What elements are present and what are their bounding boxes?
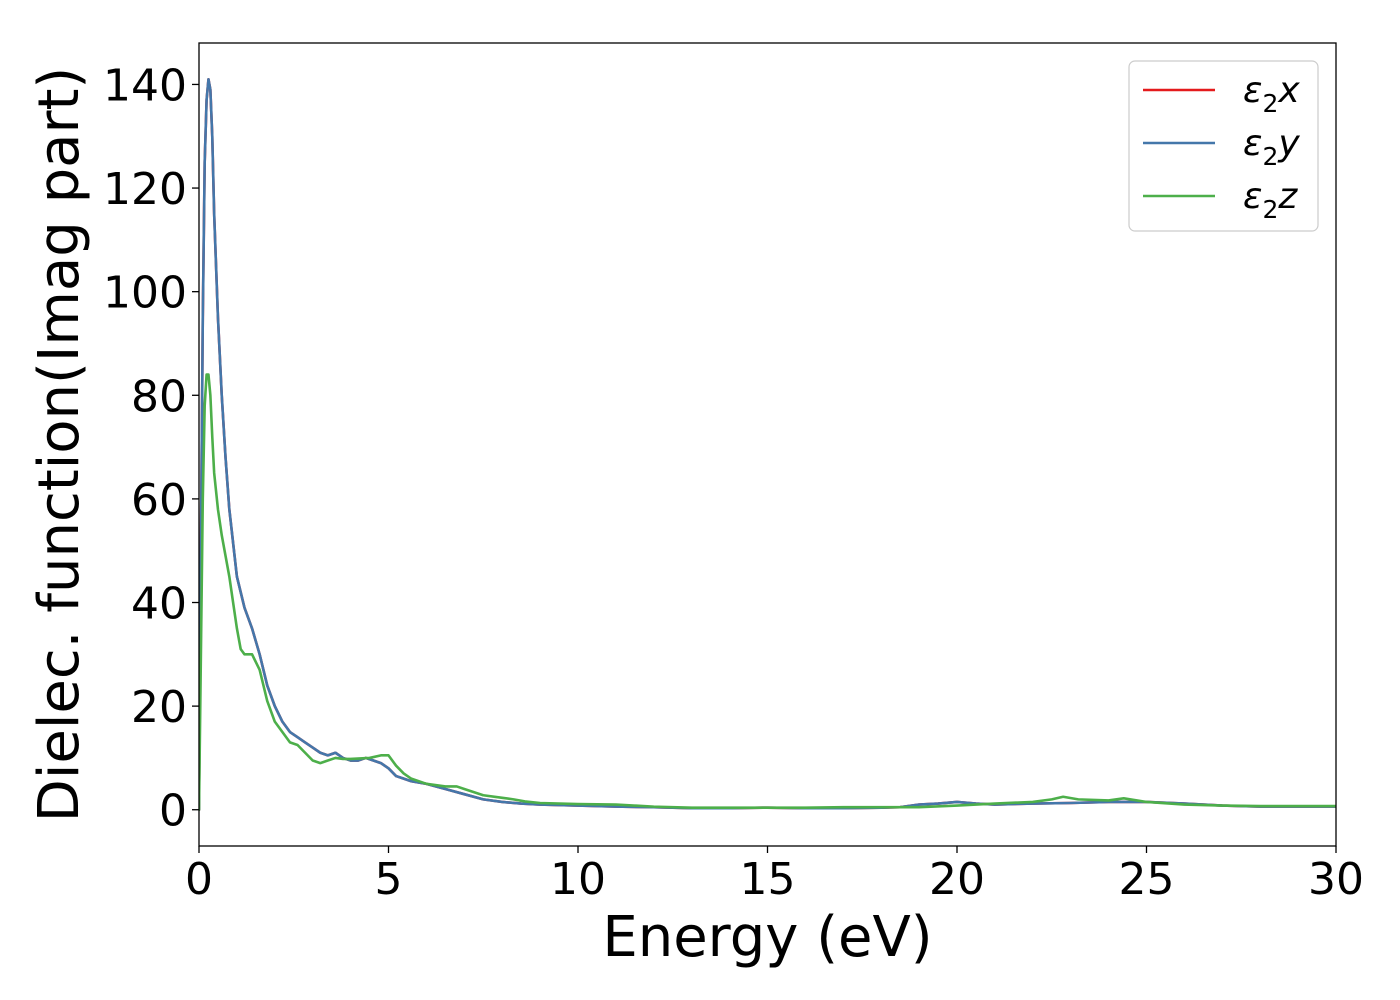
y-tick-label: 140 [103,60,187,111]
series-line-y [199,77,1336,812]
y-tick-label: 60 [131,475,187,526]
x-tick-label: 5 [375,854,403,905]
y-tick-label: 20 [131,682,187,733]
legend-item-x: ε2x [1143,70,1300,118]
series-line-z [199,373,1336,812]
y-tick-label: 80 [131,371,187,422]
legend-label: ε2y [1243,123,1300,171]
x-tick-label: 10 [550,854,606,905]
x-axis: 0 5 10 15 20 25 30 [185,846,1364,905]
legend-label: ε2x [1243,70,1300,118]
y-tick-label: 120 [103,164,187,215]
x-tick-label: 20 [929,854,985,905]
legend: ε2x ε2y ε2z [1128,60,1319,232]
x-tick-label: 15 [740,854,796,905]
y-axis-title: Dielec. function(Imag part) [27,67,92,823]
y-tick-label: 100 [103,268,187,319]
x-axis-title: Energy (eV) [602,905,932,970]
legend-item-y: ε2y [1143,123,1300,171]
legend-box [1128,60,1319,232]
legend-item-z: ε2z [1143,176,1298,224]
y-axis: 0 20 40 60 80 100 120 140 [103,60,199,837]
x-tick-label: 25 [1119,854,1175,905]
y-tick-label: 0 [159,786,187,837]
plot-lines [199,77,1336,812]
legend-label: ε2z [1243,176,1298,224]
x-tick-label: 30 [1308,854,1364,905]
y-tick-label: 40 [131,579,187,630]
x-tick-label: 0 [185,854,213,905]
